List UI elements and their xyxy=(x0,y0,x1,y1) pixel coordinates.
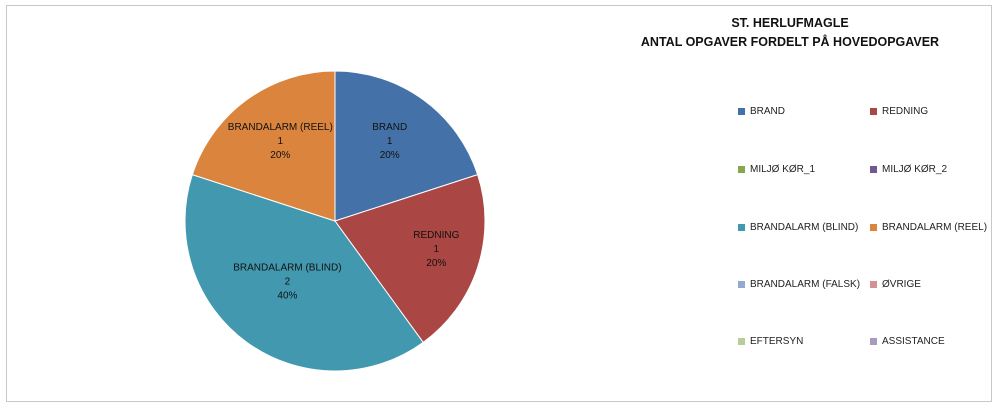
legend-item: ASSISTANCE xyxy=(870,334,945,348)
legend-item: BRANDALARM (BLIND) xyxy=(738,220,858,234)
legend-swatch xyxy=(870,337,877,345)
legend-label: EFTERSYN xyxy=(750,335,804,347)
chart-area xyxy=(6,5,992,402)
legend-swatch xyxy=(870,107,877,115)
legend-label: REDNING xyxy=(882,105,929,117)
legend-label: BRANDALARM (REEL) xyxy=(882,221,988,233)
legend-swatch xyxy=(738,280,745,288)
legend-swatch xyxy=(738,165,745,173)
legend-label: BRANDALARM (FALSK) xyxy=(750,278,861,290)
pie-data-label: REDNING 1 20% xyxy=(413,230,459,269)
legend-swatch xyxy=(738,337,745,345)
legend-label: ASSISTANCE xyxy=(882,335,945,347)
legend-item: BRAND xyxy=(738,104,785,118)
legend-label: BRANDALARM (BLIND) xyxy=(750,221,859,233)
legend-item: ØVRIGE xyxy=(870,277,921,291)
legend-item: REDNING xyxy=(870,104,928,118)
pie-data-label: BRANDALARM (REEL) 1 20% xyxy=(228,122,333,161)
chart-subtitle: ANTAL OPGAVER FORDELT PÅ HOVEDOPGAVER xyxy=(640,35,940,49)
pie-data-label: BRANDALARM (BLIND) 2 40% xyxy=(233,263,341,302)
pie-slice-redning xyxy=(334,174,486,344)
legend-item: BRANDALARM (FALSK) xyxy=(738,277,860,291)
legend-swatch xyxy=(738,223,745,231)
pie-slice-brandalarm-blind xyxy=(184,174,424,372)
legend-item: MILJØ KØR_2 xyxy=(870,162,947,176)
legend-label: BRAND xyxy=(750,105,786,117)
pie-slices xyxy=(184,70,486,372)
legend-item: EFTERSYN xyxy=(738,334,803,348)
legend-swatch xyxy=(870,165,877,173)
chart-title-block: ST. HERLUFMAGLE ANTAL OPGAVER FORDELT PÅ… xyxy=(590,14,990,52)
legend-swatch xyxy=(870,223,877,231)
pie-data-label: BRAND 1 20% xyxy=(372,122,407,161)
chart-title: ST. HERLUFMAGLE xyxy=(731,16,849,30)
pie-labels: BRAND 1 20% REDNING 1 20% BRANDALARM (BLIND) 2 4… xyxy=(228,122,460,302)
legend-label: MILJØ KØR_1 xyxy=(750,163,816,175)
legend-label: MILJØ KØR_2 xyxy=(882,163,948,175)
legend-item: BRANDALARM (REEL) xyxy=(870,220,987,234)
legend-swatch xyxy=(870,280,877,288)
legend-item: MILJØ KØR_1 xyxy=(738,162,815,176)
legend-swatch xyxy=(738,107,745,115)
pie-slice-brandalarm-reel xyxy=(191,70,336,222)
legend-label: ØVRIGE xyxy=(882,278,921,290)
pie-slice-brand xyxy=(334,70,479,222)
